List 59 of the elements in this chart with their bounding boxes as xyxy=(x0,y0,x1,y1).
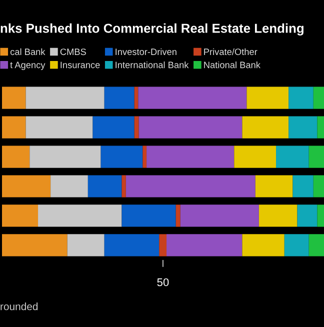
bar xyxy=(122,204,176,227)
bar xyxy=(88,175,122,198)
bar xyxy=(134,86,138,109)
bar xyxy=(159,234,167,256)
legend-label: Insurance xyxy=(60,62,100,68)
x-tick-label: 50 xyxy=(157,278,169,286)
bar xyxy=(104,234,160,256)
bar xyxy=(26,86,104,109)
bar xyxy=(2,116,26,138)
bar xyxy=(26,116,93,138)
bar xyxy=(292,175,314,198)
bar xyxy=(313,86,324,109)
legend-label: cal Bank xyxy=(10,48,46,56)
bar xyxy=(2,234,68,256)
bar xyxy=(142,146,147,168)
bar xyxy=(180,204,259,227)
bar xyxy=(255,175,293,198)
bar xyxy=(92,116,134,138)
bar xyxy=(138,86,247,109)
bar xyxy=(2,86,26,109)
bar xyxy=(122,175,126,198)
bar xyxy=(104,86,134,109)
bar xyxy=(317,116,324,138)
bar xyxy=(176,204,180,227)
bar xyxy=(288,116,318,138)
bar xyxy=(284,234,309,256)
legend-label: t Agency xyxy=(10,62,46,70)
bar xyxy=(242,116,289,138)
bar xyxy=(30,146,101,168)
bar xyxy=(308,234,324,256)
bar xyxy=(146,146,234,168)
bar xyxy=(50,175,88,198)
bar xyxy=(242,234,284,256)
bar xyxy=(2,204,38,227)
bar xyxy=(234,146,276,168)
chart-title: nks Pushed Into Commercial Real Estate Lending xyxy=(0,23,304,36)
legend-label: Private/Other xyxy=(204,48,258,56)
bar xyxy=(67,234,104,256)
legend-label: Investor-Driven xyxy=(116,48,176,56)
bar xyxy=(166,234,242,256)
legend-label: International Bank xyxy=(116,61,189,68)
bar xyxy=(138,116,242,138)
bar xyxy=(126,175,256,198)
bar xyxy=(308,146,324,168)
bar xyxy=(2,175,51,198)
bar xyxy=(317,204,324,227)
bar xyxy=(2,146,30,168)
legend-label: National Bank xyxy=(204,61,260,68)
bar xyxy=(246,86,289,109)
legend-label: CMBS xyxy=(60,48,86,56)
bar xyxy=(134,116,139,138)
bar xyxy=(38,204,122,227)
text: rounded xyxy=(0,302,38,310)
bar xyxy=(313,175,324,198)
bar xyxy=(276,146,309,168)
bar xyxy=(288,86,314,109)
bar xyxy=(100,146,143,168)
bar xyxy=(258,204,298,227)
bar xyxy=(297,204,318,227)
